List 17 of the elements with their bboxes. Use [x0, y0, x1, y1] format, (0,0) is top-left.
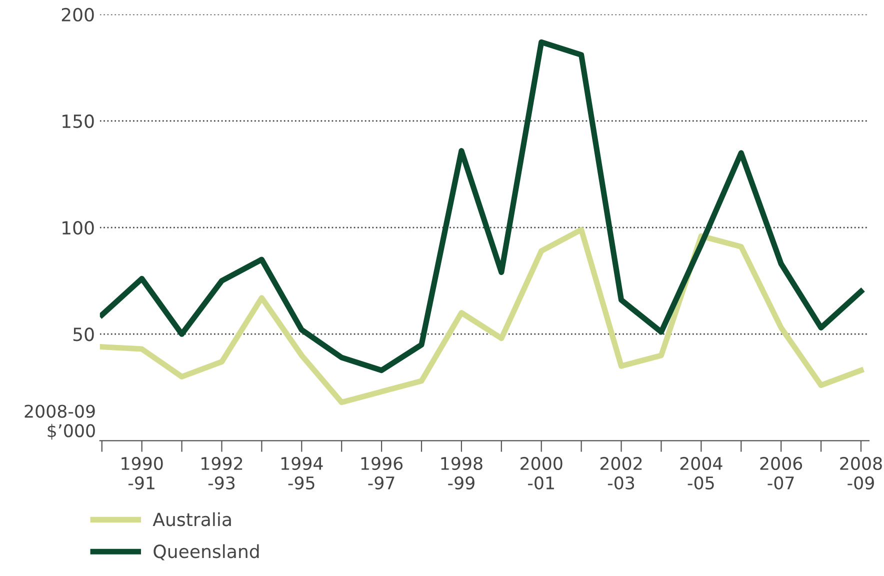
x-tick-label: 2000 -01	[520, 456, 562, 490]
y-tick-label: 200	[62, 8, 94, 22]
y-tick-label: 150	[62, 114, 94, 128]
x-tick-label: 1994 -95	[281, 456, 323, 490]
x-tick-label: 1996 -97	[361, 456, 403, 490]
x-tick-label: 2002 -03	[600, 456, 642, 490]
y-tick-label: 100	[62, 220, 94, 235]
x-tick-label: 2006 -07	[760, 456, 802, 490]
x-tick-label: 1998 -99	[441, 456, 482, 490]
y-tick-label: 50	[73, 328, 94, 342]
x-tick-label: 1992 -93	[202, 456, 242, 490]
legend-label: Queensland	[154, 544, 259, 560]
x-tick-label: 2004 -05	[680, 456, 722, 490]
x-tick-label: 1990 -91	[122, 456, 163, 490]
x-tick-label: 2008 -09	[840, 456, 882, 490]
legend-label: Australia	[152, 512, 231, 526]
y-axis-title: 2008-09 $’000	[24, 404, 95, 440]
